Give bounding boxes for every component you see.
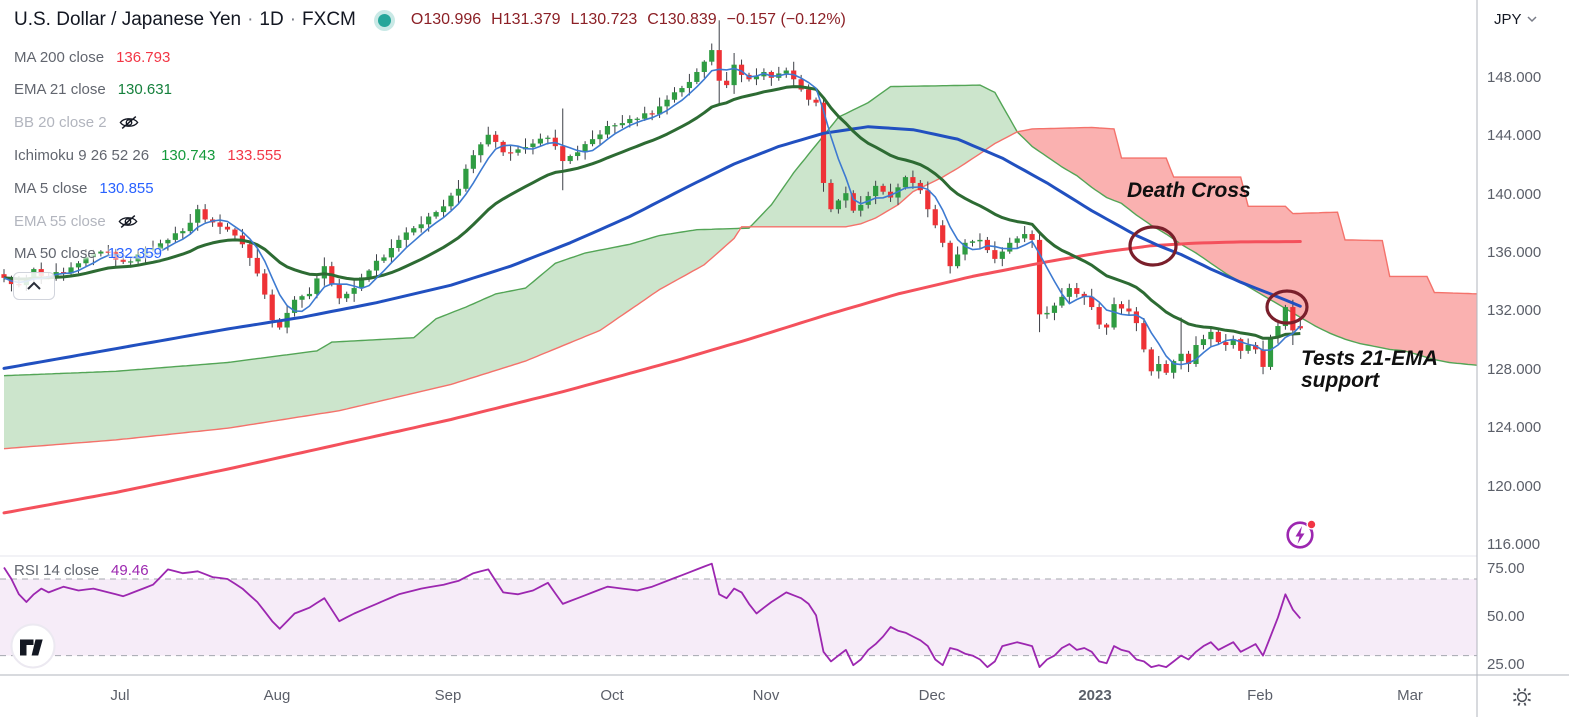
candlesticks	[1, 20, 1303, 379]
time-tick-mar: Mar	[1397, 687, 1423, 704]
annotation-death-cross: Death Cross	[1127, 179, 1251, 202]
legend-value: 133.555	[227, 146, 282, 164]
legend-collapse-button[interactable]	[13, 272, 55, 300]
legend-row-ma-5[interactable]: MA 5 close 130.855	[14, 177, 154, 199]
legend-value: 136.793	[116, 48, 171, 66]
lightning-icon	[1286, 519, 1317, 549]
annotation-tests-ema: Tests 21-EMA support	[1301, 347, 1438, 392]
ma-50-line	[2, 125, 1302, 370]
legend-row-ichimoku[interactable]: Ichimoku 9 26 52 26 130.743 133.555	[14, 144, 282, 166]
change-readout: −0.157 (−0.12%)	[726, 11, 846, 28]
time-tick-dec: Dec	[918, 687, 946, 704]
ma-200-line	[2, 240, 1302, 515]
rsi-tick-label: 75.00	[1487, 560, 1525, 578]
time-tick-2023: 2023	[1078, 687, 1112, 704]
ohlc-o: O130.996	[410, 11, 482, 28]
legend-value: 130.631	[117, 81, 172, 99]
price-tick-label: 148.000	[1487, 68, 1542, 86]
legend-label: BB 20 close 2	[14, 114, 107, 132]
ichimoku-cloud-bullish	[749, 85, 1018, 227]
chevron-down-icon	[1526, 16, 1537, 23]
price-pane[interactable]	[1, 20, 1479, 515]
price-tick-label: 144.000	[1487, 127, 1542, 145]
flash-button[interactable]	[1282, 515, 1320, 558]
price-tick-label: 124.000	[1487, 419, 1542, 437]
legend-row-ma-200[interactable]: MA 200 close 136.793	[14, 46, 170, 68]
eye-hidden-icon[interactable]	[119, 115, 139, 130]
rsi-value: 49.46	[111, 562, 149, 579]
tradingview-logo-icon	[10, 623, 56, 669]
price-axis-currency[interactable]: JPY	[1494, 11, 1537, 28]
time-tick-nov: Nov	[752, 687, 780, 704]
gear-icon	[1513, 688, 1531, 706]
legend-row-ema-55[interactable]: EMA 55 close	[14, 210, 138, 232]
ma-5-line	[3, 67, 1301, 366]
title-separator-2: ·	[289, 9, 297, 30]
ohlc-c: C130.839	[647, 11, 717, 28]
market-status-dot	[377, 13, 391, 27]
legend-label: Ichimoku 9 26 52 26	[14, 146, 150, 164]
price-tick-label: 120.000	[1487, 477, 1542, 495]
rsi-tick-label: 25.00	[1487, 656, 1525, 674]
legend-label: EMA 55 close	[14, 212, 106, 230]
title-separator: ·	[247, 9, 254, 30]
tradingview-logo[interactable]	[10, 623, 56, 674]
legend-value: 130.743	[161, 146, 216, 164]
symbol-header: U.S. Dollar / Japanese Yen · 1D · FXCM O…	[14, 9, 846, 31]
eye-hidden-icon[interactable]	[118, 214, 138, 229]
ema-21-line	[3, 85, 1301, 340]
ichimoku-cloud-bearish	[1017, 127, 1477, 366]
legend-label: MA 50 close	[14, 245, 96, 263]
price-tick-label: 136.000	[1487, 244, 1542, 262]
legend-label: MA 5 close	[14, 179, 88, 197]
chevron-up-icon	[27, 281, 41, 290]
rsi-label: RSI 14 close	[14, 562, 100, 579]
ohlc-readout: O130.996 H131.379 L130.723 C130.839 −0.157 (…	[411, 11, 846, 29]
legend-label: EMA 21 close	[14, 81, 106, 99]
price-tick-label: 140.000	[1487, 185, 1542, 203]
time-tick-feb: Feb	[1247, 687, 1273, 704]
legend-row-rsi[interactable]: RSI 14 close 49.46	[14, 562, 149, 579]
price-tick-label: 132.000	[1487, 302, 1542, 320]
senkou-span-b-line	[3, 126, 1477, 450]
axis-settings-button[interactable]	[1511, 686, 1533, 713]
symbol-title[interactable]: U.S. Dollar / Japanese Yen	[14, 9, 242, 30]
annotation-circle-1	[1128, 225, 1178, 267]
rsi-line	[3, 562, 1301, 668]
legend-value: 130.855	[99, 179, 154, 197]
price-tick-label: 116.000	[1487, 536, 1541, 554]
annotation-circle-2	[1265, 289, 1309, 325]
price-axis[interactable]: JPY 130.839 148.000144.000140.000136.000…	[1477, 0, 1569, 675]
time-tick-sep: Sep	[434, 687, 462, 704]
time-axis[interactable]: Jul Aug Sep Oct Nov Dec 2023 Feb Mar	[0, 675, 1569, 717]
interval-label[interactable]: 1D	[259, 9, 284, 30]
time-tick-oct: Oct	[600, 687, 624, 704]
time-tick-aug: Aug	[263, 687, 291, 704]
legend-row-bb-20[interactable]: BB 20 close 2	[14, 112, 139, 134]
exchange-label[interactable]: FXCM	[302, 9, 356, 30]
legend-row-ma-50[interactable]: MA 50 close 132.359	[14, 243, 162, 265]
rsi-tick-label: 50.00	[1487, 608, 1525, 626]
legend-value: 132.359	[107, 245, 162, 263]
ohlc-l: L130.723	[570, 11, 638, 28]
ohlc-h: H131.379	[491, 11, 561, 28]
legend-label: MA 200 close	[14, 48, 105, 66]
ichimoku-cloud-bullish	[4, 227, 738, 449]
legend-row-ema-21[interactable]: EMA 21 close 130.631	[14, 79, 172, 101]
time-tick-jul: Jul	[110, 687, 130, 704]
rsi-pane[interactable]	[0, 562, 1477, 668]
price-tick-label: 128.000	[1487, 360, 1542, 378]
